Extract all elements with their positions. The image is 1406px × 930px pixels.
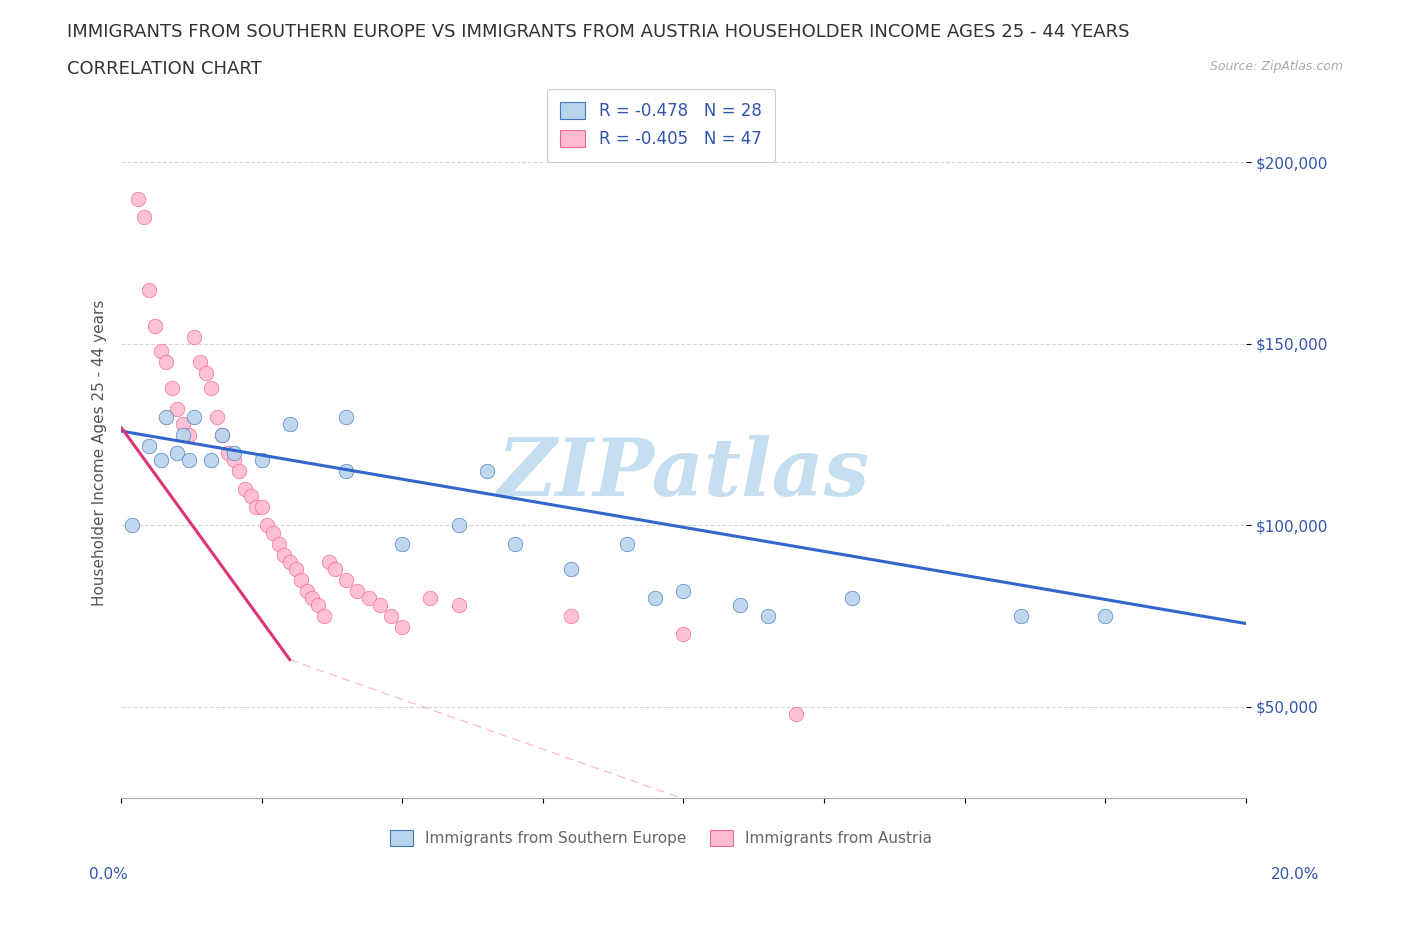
Point (301, 591, 323, 605)
Point (211, 427, 233, 442)
Point (380, 609, 402, 624)
Point (346, 583, 368, 598)
Text: Source: ZipAtlas.com: Source: ZipAtlas.com (1209, 60, 1343, 73)
Point (188, 354, 211, 369)
Point (250, 500, 273, 515)
Point (138, 438, 160, 453)
Point (323, 562, 346, 577)
Point (233, 482, 256, 497)
Point (560, 562, 582, 577)
Point (211, 427, 233, 442)
Point (475, 463, 498, 478)
Point (183, 329, 205, 344)
Point (785, 707, 807, 722)
Point (1010, 609, 1032, 624)
Point (728, 598, 751, 613)
Point (616, 537, 638, 551)
Point (149, 344, 172, 359)
Point (278, 554, 301, 569)
Point (149, 453, 172, 468)
Point (172, 417, 194, 432)
Point (307, 598, 329, 613)
Point (166, 445, 188, 460)
Point (205, 409, 228, 424)
Point (127, 192, 149, 206)
Point (391, 537, 413, 551)
Point (756, 609, 779, 624)
Point (222, 453, 245, 468)
Point (200, 380, 222, 395)
Point (183, 409, 205, 424)
Point (644, 591, 666, 605)
Point (177, 427, 200, 442)
Text: ZIPatlas: ZIPatlas (498, 435, 869, 512)
Point (391, 619, 413, 634)
Point (245, 500, 267, 515)
Point (312, 609, 335, 624)
Point (419, 591, 441, 605)
Point (335, 463, 357, 478)
Point (290, 573, 312, 588)
Text: 0.0%: 0.0% (89, 867, 128, 882)
Point (273, 547, 295, 562)
Point (172, 427, 194, 442)
Point (160, 380, 183, 395)
Point (121, 518, 143, 533)
Point (166, 402, 188, 417)
Text: CORRELATION CHART: CORRELATION CHART (67, 60, 263, 78)
Point (239, 489, 262, 504)
Point (560, 609, 582, 624)
Point (143, 318, 166, 333)
Point (318, 554, 340, 569)
Y-axis label: Householder Income Ages 25 - 44 years: Householder Income Ages 25 - 44 years (93, 299, 107, 606)
Point (132, 209, 155, 224)
Point (138, 282, 160, 297)
Point (284, 562, 307, 577)
Point (335, 573, 357, 588)
Point (295, 583, 318, 598)
Point (155, 354, 177, 369)
Point (177, 453, 200, 468)
Text: 20.0%: 20.0% (1271, 867, 1319, 882)
Point (503, 537, 526, 551)
Point (228, 463, 250, 478)
Legend: Immigrants from Southern Europe, Immigrants from Austria: Immigrants from Southern Europe, Immigra… (384, 824, 938, 852)
Point (1094, 609, 1116, 624)
Point (267, 537, 290, 551)
Point (841, 591, 863, 605)
Point (278, 417, 301, 432)
Point (672, 627, 695, 642)
Point (222, 445, 245, 460)
Text: IMMIGRANTS FROM SOUTHERN EUROPE VS IMMIGRANTS FROM AUSTRIA HOUSEHOLDER INCOME AG: IMMIGRANTS FROM SOUTHERN EUROPE VS IMMIG… (67, 23, 1130, 41)
Point (256, 518, 278, 533)
Point (357, 591, 380, 605)
Point (447, 598, 470, 613)
Point (250, 453, 273, 468)
Point (155, 409, 177, 424)
Point (262, 525, 284, 540)
Point (217, 445, 239, 460)
Point (200, 453, 222, 468)
Point (335, 409, 357, 424)
Point (194, 365, 217, 380)
Point (368, 598, 391, 613)
Point (447, 518, 470, 533)
Point (672, 583, 695, 598)
